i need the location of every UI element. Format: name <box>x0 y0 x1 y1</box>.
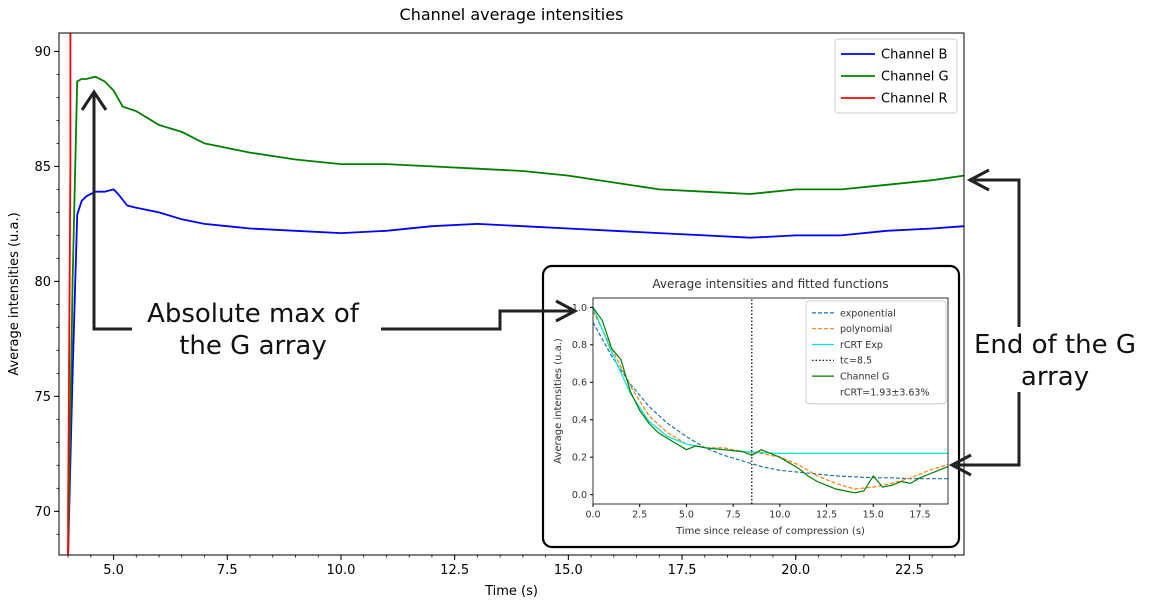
series-line-polynomial <box>593 310 948 490</box>
legend-box <box>805 300 947 405</box>
series-line-exponential <box>593 322 948 480</box>
legend-label: Channel B <box>881 48 947 63</box>
legend-label: exponential <box>840 308 896 319</box>
y-tick-label: 0.8 <box>572 340 587 351</box>
y-axis-label: Average intensities (u.a.) <box>553 338 564 464</box>
chart-title: Average intensities and fitted functions <box>652 277 888 291</box>
y-tick-label: 90 <box>34 45 51 60</box>
y-tick-label: 75 <box>34 390 51 405</box>
x-tick-label: 2.5 <box>632 510 647 521</box>
y-axis-label: Average intensities (u.a.) <box>7 212 22 375</box>
x-tick-label: 5.0 <box>103 563 124 578</box>
legend-label: rCRT Exp <box>840 340 883 351</box>
x-axis-label: Time since release of compression (s) <box>675 526 865 537</box>
x-tick-label: 12.5 <box>440 563 469 578</box>
x-tick-label: 15.0 <box>863 510 884 521</box>
legend-note: rCRT=1.93±3.63% <box>840 387 930 398</box>
y-tick-label: 80 <box>34 275 51 290</box>
x-tick-label: 10.0 <box>326 563 355 578</box>
max-arrow <box>92 92 132 331</box>
legend-label: polynomial <box>840 324 892 335</box>
series-line-channel-b <box>67 188 964 555</box>
main-chart: 5.0 7.5 10.0 12.5 15.0 17.5 20.0 22.5 70 75 80 85 90… <box>7 5 965 599</box>
y-tick-label: 0.6 <box>572 378 587 389</box>
plot-frame <box>592 297 949 505</box>
inset-arrowhead <box>555 299 579 323</box>
plot-frame <box>58 32 965 556</box>
y-tick-label: 85 <box>34 160 51 175</box>
legend-label: Channel R <box>881 92 948 107</box>
y-tick-label: 0.4 <box>572 415 587 426</box>
x-tick-label: 17.5 <box>668 563 697 578</box>
y-tick-label: 70 <box>34 505 51 520</box>
x-tick-label: 20.0 <box>781 563 810 578</box>
x-tick-label: 5.0 <box>679 510 694 521</box>
annotation-arrows <box>80 89 1021 477</box>
end-arrow-bottom <box>956 392 1021 467</box>
x-tick-label: 10.0 <box>769 510 790 521</box>
x-tick-label: 0.0 <box>585 510 600 521</box>
series-line-channel-r <box>67 33 72 555</box>
legend-box <box>834 38 958 114</box>
y-tick-label: 0.2 <box>572 453 587 464</box>
legend-label: Channel G <box>881 70 949 85</box>
x-tick-label: 7.5 <box>726 510 741 521</box>
end-arrowhead-top <box>966 168 990 192</box>
x-tick-label: 17.5 <box>909 510 930 521</box>
inset-arrow <box>381 309 572 331</box>
legend-label: Channel G <box>840 372 889 383</box>
y-tick-label: 1.0 <box>572 303 587 314</box>
series-line-channel-g <box>593 307 948 494</box>
x-tick-label: 15.0 <box>554 563 583 578</box>
legend-label: tc=8.5 <box>840 356 872 367</box>
x-tick-label: 22.5 <box>895 563 924 578</box>
max-annotation: Absolute max of the G array <box>147 299 359 361</box>
x-tick-label: 7.5 <box>217 563 238 578</box>
inset-chart: 0.0 2.5 5.0 7.5 10.0 12.5 15.0 17.5 0.0 0.2 0.4 0.6… <box>541 264 961 549</box>
x-tick-label: 12.5 <box>816 510 837 521</box>
series-line-channel-g <box>67 75 964 555</box>
y-tick-label: 0.0 <box>572 490 587 501</box>
x-axis-label: Time (s) <box>484 584 538 599</box>
max-arrowhead <box>80 89 108 111</box>
chart-title: Channel average intensities <box>400 5 624 24</box>
end-arrowhead-bottom <box>948 453 972 477</box>
end-annotation: End of the G array <box>973 330 1137 392</box>
end-arrow-top <box>974 178 1021 327</box>
